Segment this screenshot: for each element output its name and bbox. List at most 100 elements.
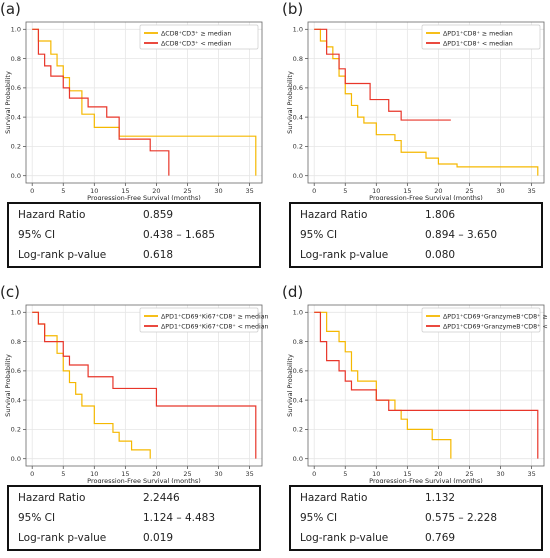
hazard-ratio-value: 2.2446 [143, 492, 180, 504]
p-value-row: Log-rank p-value 0.618 [9, 246, 259, 266]
x-tick-label: 20 [434, 187, 442, 195]
series-below-median-line [32, 28, 170, 176]
ci-label: 95% CI [18, 229, 56, 241]
x-tick-label: 10 [372, 470, 380, 478]
legend-box [139, 307, 259, 333]
legend-entry: ΔPD1⁺CD69⁺Ki67⁺CD8⁺ ≥ median [161, 313, 268, 320]
stats-box-a: Hazard Ratio 0.859 95% CI 0.438 – 1.685 … [7, 202, 261, 268]
legend-entry: ΔPD1⁺CD8⁺ < median [443, 40, 513, 47]
series-below-median-line [32, 311, 257, 459]
hazard-ratio-value: 1.132 [425, 492, 456, 504]
stats-box-b: Hazard Ratio 1.806 95% CI 0.894 – 3.650 … [289, 202, 543, 268]
p-value-label: Log-rank p-value [18, 249, 107, 261]
x-tick-label: 5 [61, 470, 65, 478]
x-tick-label: 15 [121, 470, 129, 478]
x-tick-label: 10 [90, 470, 98, 478]
p-value-label: Log-rank p-value [300, 532, 389, 544]
y-tick-label: 0.6 [11, 367, 21, 375]
x-axis-label: Progression-Free Survival (months) [87, 477, 201, 483]
p-value: 0.618 [143, 249, 174, 261]
panel-label-b: (b) [282, 0, 304, 18]
x-tick-label: 5 [343, 470, 347, 478]
x-tick-label: 15 [403, 470, 411, 478]
y-tick-label: 0.0 [11, 172, 21, 180]
y-tick-label: 0.4 [11, 396, 21, 404]
x-tick-label: 30 [214, 470, 222, 478]
plot-frame [307, 304, 545, 467]
p-value-row: Log-rank p-value 0.769 [291, 529, 541, 549]
panel-label-d: (d) [282, 283, 304, 301]
y-axis-label: Survival Probability [286, 354, 294, 417]
x-tick-label: 10 [372, 187, 380, 195]
legend-entry: ΔCD8⁺CD3⁺ ≥ median [161, 30, 231, 37]
x-tick-label: 5 [343, 187, 347, 195]
hazard-ratio-label: Hazard Ratio [300, 492, 368, 504]
ci-row: 95% CI 0.894 – 3.650 [291, 226, 541, 246]
km-chart-a: 0 5 10 15 20 25 30 35 0.0 0.2 0.4 0.6 0.8 1.0 Progress… [4, 21, 263, 200]
y-tick-label: 0.2 [293, 426, 303, 434]
p-value-label: Log-rank p-value [18, 532, 107, 544]
ci-value: 1.124 – 4.483 [143, 512, 216, 524]
x-tick-label: 10 [90, 187, 98, 195]
p-value-row: Log-rank p-value 0.019 [9, 529, 259, 549]
hazard-ratio-label: Hazard Ratio [300, 209, 368, 221]
y-tick-label: 0.8 [11, 55, 21, 63]
x-tick-label: 0 [312, 470, 316, 478]
y-tick-label: 0.2 [293, 143, 303, 151]
ci-row: 95% CI 0.438 – 1.685 [9, 226, 259, 246]
ci-row: 95% CI 1.124 – 4.483 [9, 509, 259, 529]
y-tick-label: 0.4 [293, 113, 303, 121]
plot-frame [25, 304, 263, 467]
y-axis-label: Survival Probability [286, 71, 294, 134]
panel-label-a: (a) [0, 0, 21, 18]
x-tick-label: 20 [152, 187, 160, 195]
km-chart-b: 0 5 10 15 20 25 30 35 0.0 0.2 0.4 0.6 0.8 1.0 Progress… [286, 21, 545, 200]
km-panel-c: 0 5 10 15 20 25 30 35 0.0 0.2 0.4 0.6 0.8 1.0 Progress… [0, 283, 268, 558]
series-above-median-line [32, 311, 151, 459]
x-tick-label: 35 [527, 187, 535, 195]
y-tick-label: 0.0 [293, 172, 303, 180]
x-tick-label: 15 [121, 187, 129, 195]
x-tick-label: 20 [152, 470, 160, 478]
y-tick-label: 0.6 [11, 84, 21, 92]
km-chart-d: 0 5 10 15 20 25 30 35 0.0 0.2 0.4 0.6 0.8 1.0 Progress… [286, 304, 550, 483]
series-below-median-line [314, 28, 451, 121]
hazard-ratio-row: Hazard Ratio 0.859 [9, 206, 259, 226]
y-axis-label: Survival Probability [4, 71, 12, 134]
legend-entry: ΔPD1⁺CD69⁺GranzymeB⁺CD8⁺ ≥ median [443, 313, 550, 320]
panel-label-c: (c) [0, 283, 20, 301]
y-tick-label: 0.2 [11, 426, 21, 434]
x-tick-label: 0 [312, 187, 316, 195]
y-axis-label: Survival Probability [4, 354, 12, 417]
x-tick-label: 25 [465, 187, 473, 195]
x-tick-label: 20 [434, 470, 442, 478]
y-tick-label: 1.0 [293, 309, 303, 317]
x-axis-label: Progression-Free Survival (months) [87, 194, 201, 200]
x-tick-label: 35 [245, 187, 253, 195]
y-tick-label: 0.6 [293, 367, 303, 375]
x-tick-label: 25 [183, 187, 191, 195]
legend-entry: ΔPD1⁺CD69⁺GranzymeB⁺CD8⁺ < median [443, 323, 550, 330]
y-tick-label: 1.0 [11, 26, 21, 34]
plot-frame [25, 21, 263, 184]
stats-box-d: Hazard Ratio 1.132 95% CI 0.575 – 2.228 … [289, 485, 543, 551]
legend-box [421, 24, 541, 50]
x-axis-label: Progression-Free Survival (months) [369, 477, 483, 483]
p-value-row: Log-rank p-value 0.080 [291, 246, 541, 266]
y-tick-label: 0.6 [293, 84, 303, 92]
y-tick-label: 0.4 [293, 396, 303, 404]
series-above-median-line [314, 311, 452, 459]
km-panel-d: 0 5 10 15 20 25 30 35 0.0 0.2 0.4 0.6 0.8 1.0 Progress… [282, 283, 550, 558]
y-tick-label: 1.0 [11, 309, 21, 317]
x-tick-label: 30 [496, 187, 504, 195]
ci-value: 0.575 – 2.228 [425, 512, 498, 524]
p-value: 0.080 [425, 249, 456, 261]
hazard-ratio-value: 1.806 [425, 209, 456, 221]
legend-entry: ΔCD8⁺CD3⁺ < median [161, 40, 231, 47]
km-panel-a: 0 5 10 15 20 25 30 35 0.0 0.2 0.4 0.6 0.8 1.0 Progress… [0, 0, 268, 275]
x-tick-label: 5 [61, 187, 65, 195]
series-below-median-line [314, 311, 539, 459]
x-tick-label: 25 [465, 470, 473, 478]
y-tick-label: 0.8 [293, 55, 303, 63]
p-value: 0.019 [143, 532, 174, 544]
